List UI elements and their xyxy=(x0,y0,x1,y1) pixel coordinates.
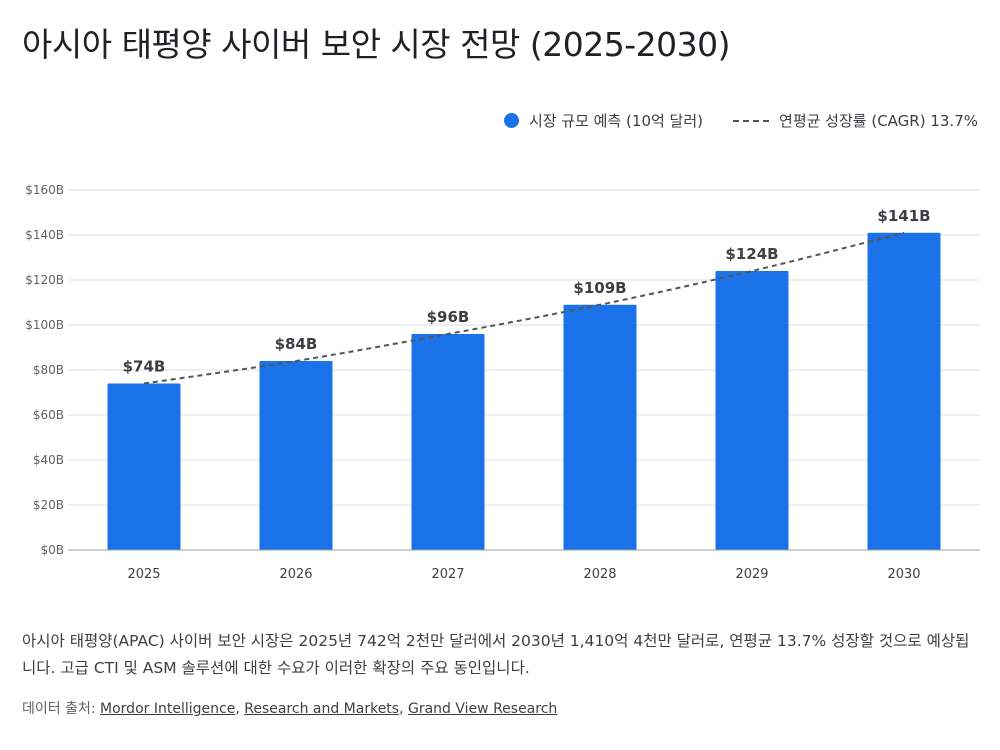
legend: 시장 규모 예측 (10억 달러) 연평균 성장률 (CAGR) 13.7% xyxy=(503,110,978,131)
legend-line-label: 연평균 성장률 (CAGR) 13.7% xyxy=(779,112,978,130)
y-tick-label: $160B xyxy=(25,183,64,197)
bar-value-label: $74B xyxy=(123,358,166,376)
source-prefix: 데이터 출처: xyxy=(22,701,101,717)
y-tick-label: $0B xyxy=(40,543,64,557)
source-link-mordor[interactable]: Mordor Intelligence xyxy=(100,701,236,717)
bar xyxy=(715,271,789,550)
bar xyxy=(411,334,485,550)
legend-bar-label: 시장 규모 예측 (10억 달러) xyxy=(528,112,704,130)
x-tick-label: 2025 xyxy=(127,567,160,582)
x-tick-label: 2027 xyxy=(431,567,464,582)
y-tick-label: $60B xyxy=(33,408,64,422)
x-tick-label: 2030 xyxy=(887,567,920,582)
bar xyxy=(563,304,637,550)
y-tick-label: $100B xyxy=(25,318,64,332)
y-tick-label: $40B xyxy=(33,453,64,467)
bar-value-label: $109B xyxy=(573,279,626,297)
x-tick-label: 2029 xyxy=(735,567,768,582)
bar xyxy=(107,383,181,550)
legend-line-swatch xyxy=(733,119,770,122)
x-tick-label: 2026 xyxy=(279,567,312,582)
bar-chart: $0B $20B $40B $60B $80B $100B $120B $140B $160B $… xyxy=(25,183,980,582)
y-tick-label: $20B xyxy=(33,498,64,512)
source-link-research-and-markets[interactable]: Research and Markets xyxy=(244,701,400,717)
y-tick-label: $120B xyxy=(25,273,64,287)
y-tick-label: $80B xyxy=(33,363,64,377)
source-link-grand-view[interactable]: Grand View Research xyxy=(408,701,558,717)
x-tick-label: 2028 xyxy=(583,567,616,582)
y-tick-label: $140B xyxy=(25,228,64,242)
bar xyxy=(867,232,941,550)
bar xyxy=(259,361,333,550)
bar-value-label: $84B xyxy=(275,335,318,353)
data-source: 데이터 출처: Mordor Intelligence, Research an… xyxy=(22,698,557,718)
source-separator: , xyxy=(235,701,245,717)
bar-value-label: $124B xyxy=(725,245,778,263)
legend-bar-swatch xyxy=(503,113,519,128)
bar-value-label: $141B xyxy=(877,207,930,225)
cagr-trend-line xyxy=(143,231,905,385)
source-separator: , xyxy=(399,701,408,717)
chart-description: 아시아 태평양(APAC) 사이버 보안 시장은 2025년 742억 2천만 … xyxy=(22,632,970,677)
bar-value-label: $96B xyxy=(427,308,470,326)
chart-title: 아시아 태평양 사이버 보안 시장 전망 (2025-2030) xyxy=(22,25,730,64)
